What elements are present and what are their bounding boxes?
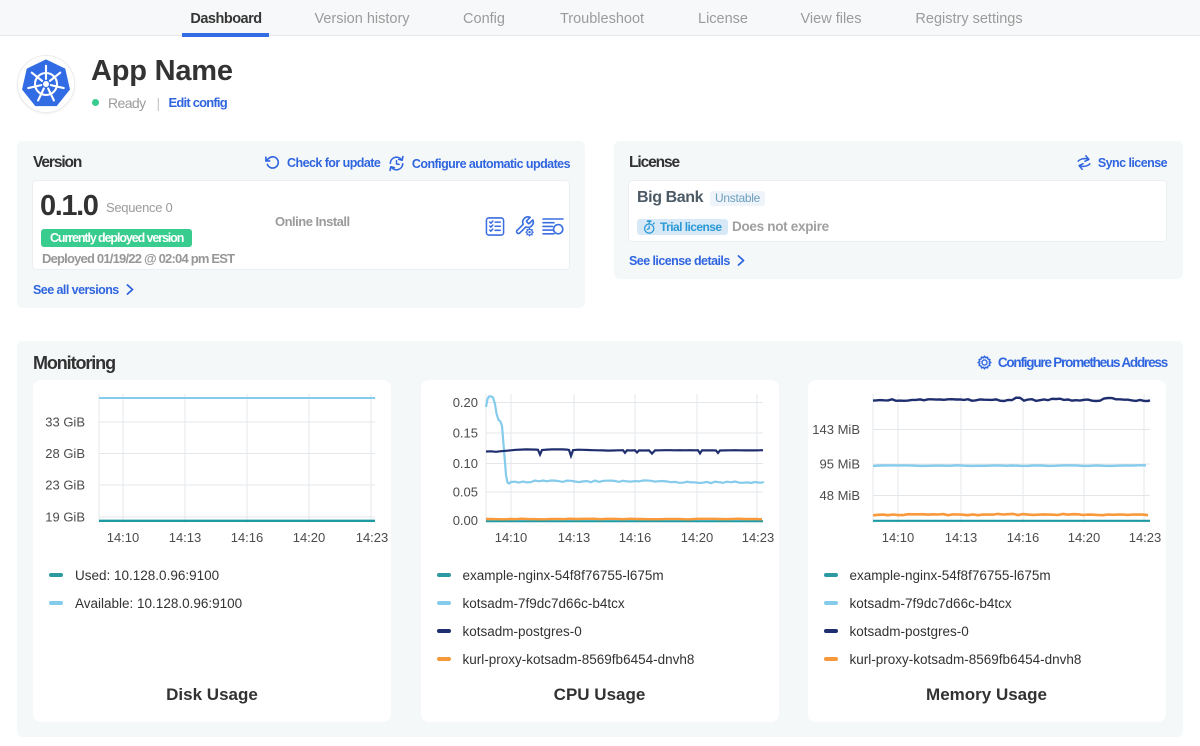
svg-text:28 GiB: 28 GiB (45, 446, 85, 461)
svg-text:14:23: 14:23 (1128, 530, 1161, 545)
svg-text:0.00: 0.00 (452, 513, 477, 528)
svg-text:48 MiB: 48 MiB (819, 488, 859, 503)
svg-text:14:13: 14:13 (169, 530, 202, 545)
svg-text:33 GiB: 33 GiB (45, 415, 85, 430)
svg-text:14:20: 14:20 (1067, 530, 1100, 545)
svg-text:14:13: 14:13 (944, 530, 977, 545)
svg-text:14:16: 14:16 (618, 530, 651, 545)
svg-text:14:13: 14:13 (557, 530, 590, 545)
svg-text:14:20: 14:20 (293, 530, 326, 545)
svg-text:14:23: 14:23 (356, 530, 389, 545)
svg-text:14:10: 14:10 (881, 530, 914, 545)
svg-text:0.10: 0.10 (452, 456, 477, 471)
svg-text:14:10: 14:10 (107, 530, 140, 545)
svg-text:23 GiB: 23 GiB (45, 478, 85, 493)
svg-text:14:16: 14:16 (231, 530, 264, 545)
svg-text:14:23: 14:23 (741, 530, 774, 545)
svg-text:14:10: 14:10 (494, 530, 527, 545)
svg-text:19 GiB: 19 GiB (45, 510, 85, 525)
svg-text:0.15: 0.15 (452, 426, 477, 441)
svg-text:14:16: 14:16 (1006, 530, 1039, 545)
svg-text:14:20: 14:20 (680, 530, 713, 545)
svg-text:143 MiB: 143 MiB (812, 422, 860, 437)
svg-text:0.05: 0.05 (452, 485, 477, 500)
svg-text:95 MiB: 95 MiB (819, 457, 859, 472)
svg-text:0.20: 0.20 (452, 395, 477, 410)
